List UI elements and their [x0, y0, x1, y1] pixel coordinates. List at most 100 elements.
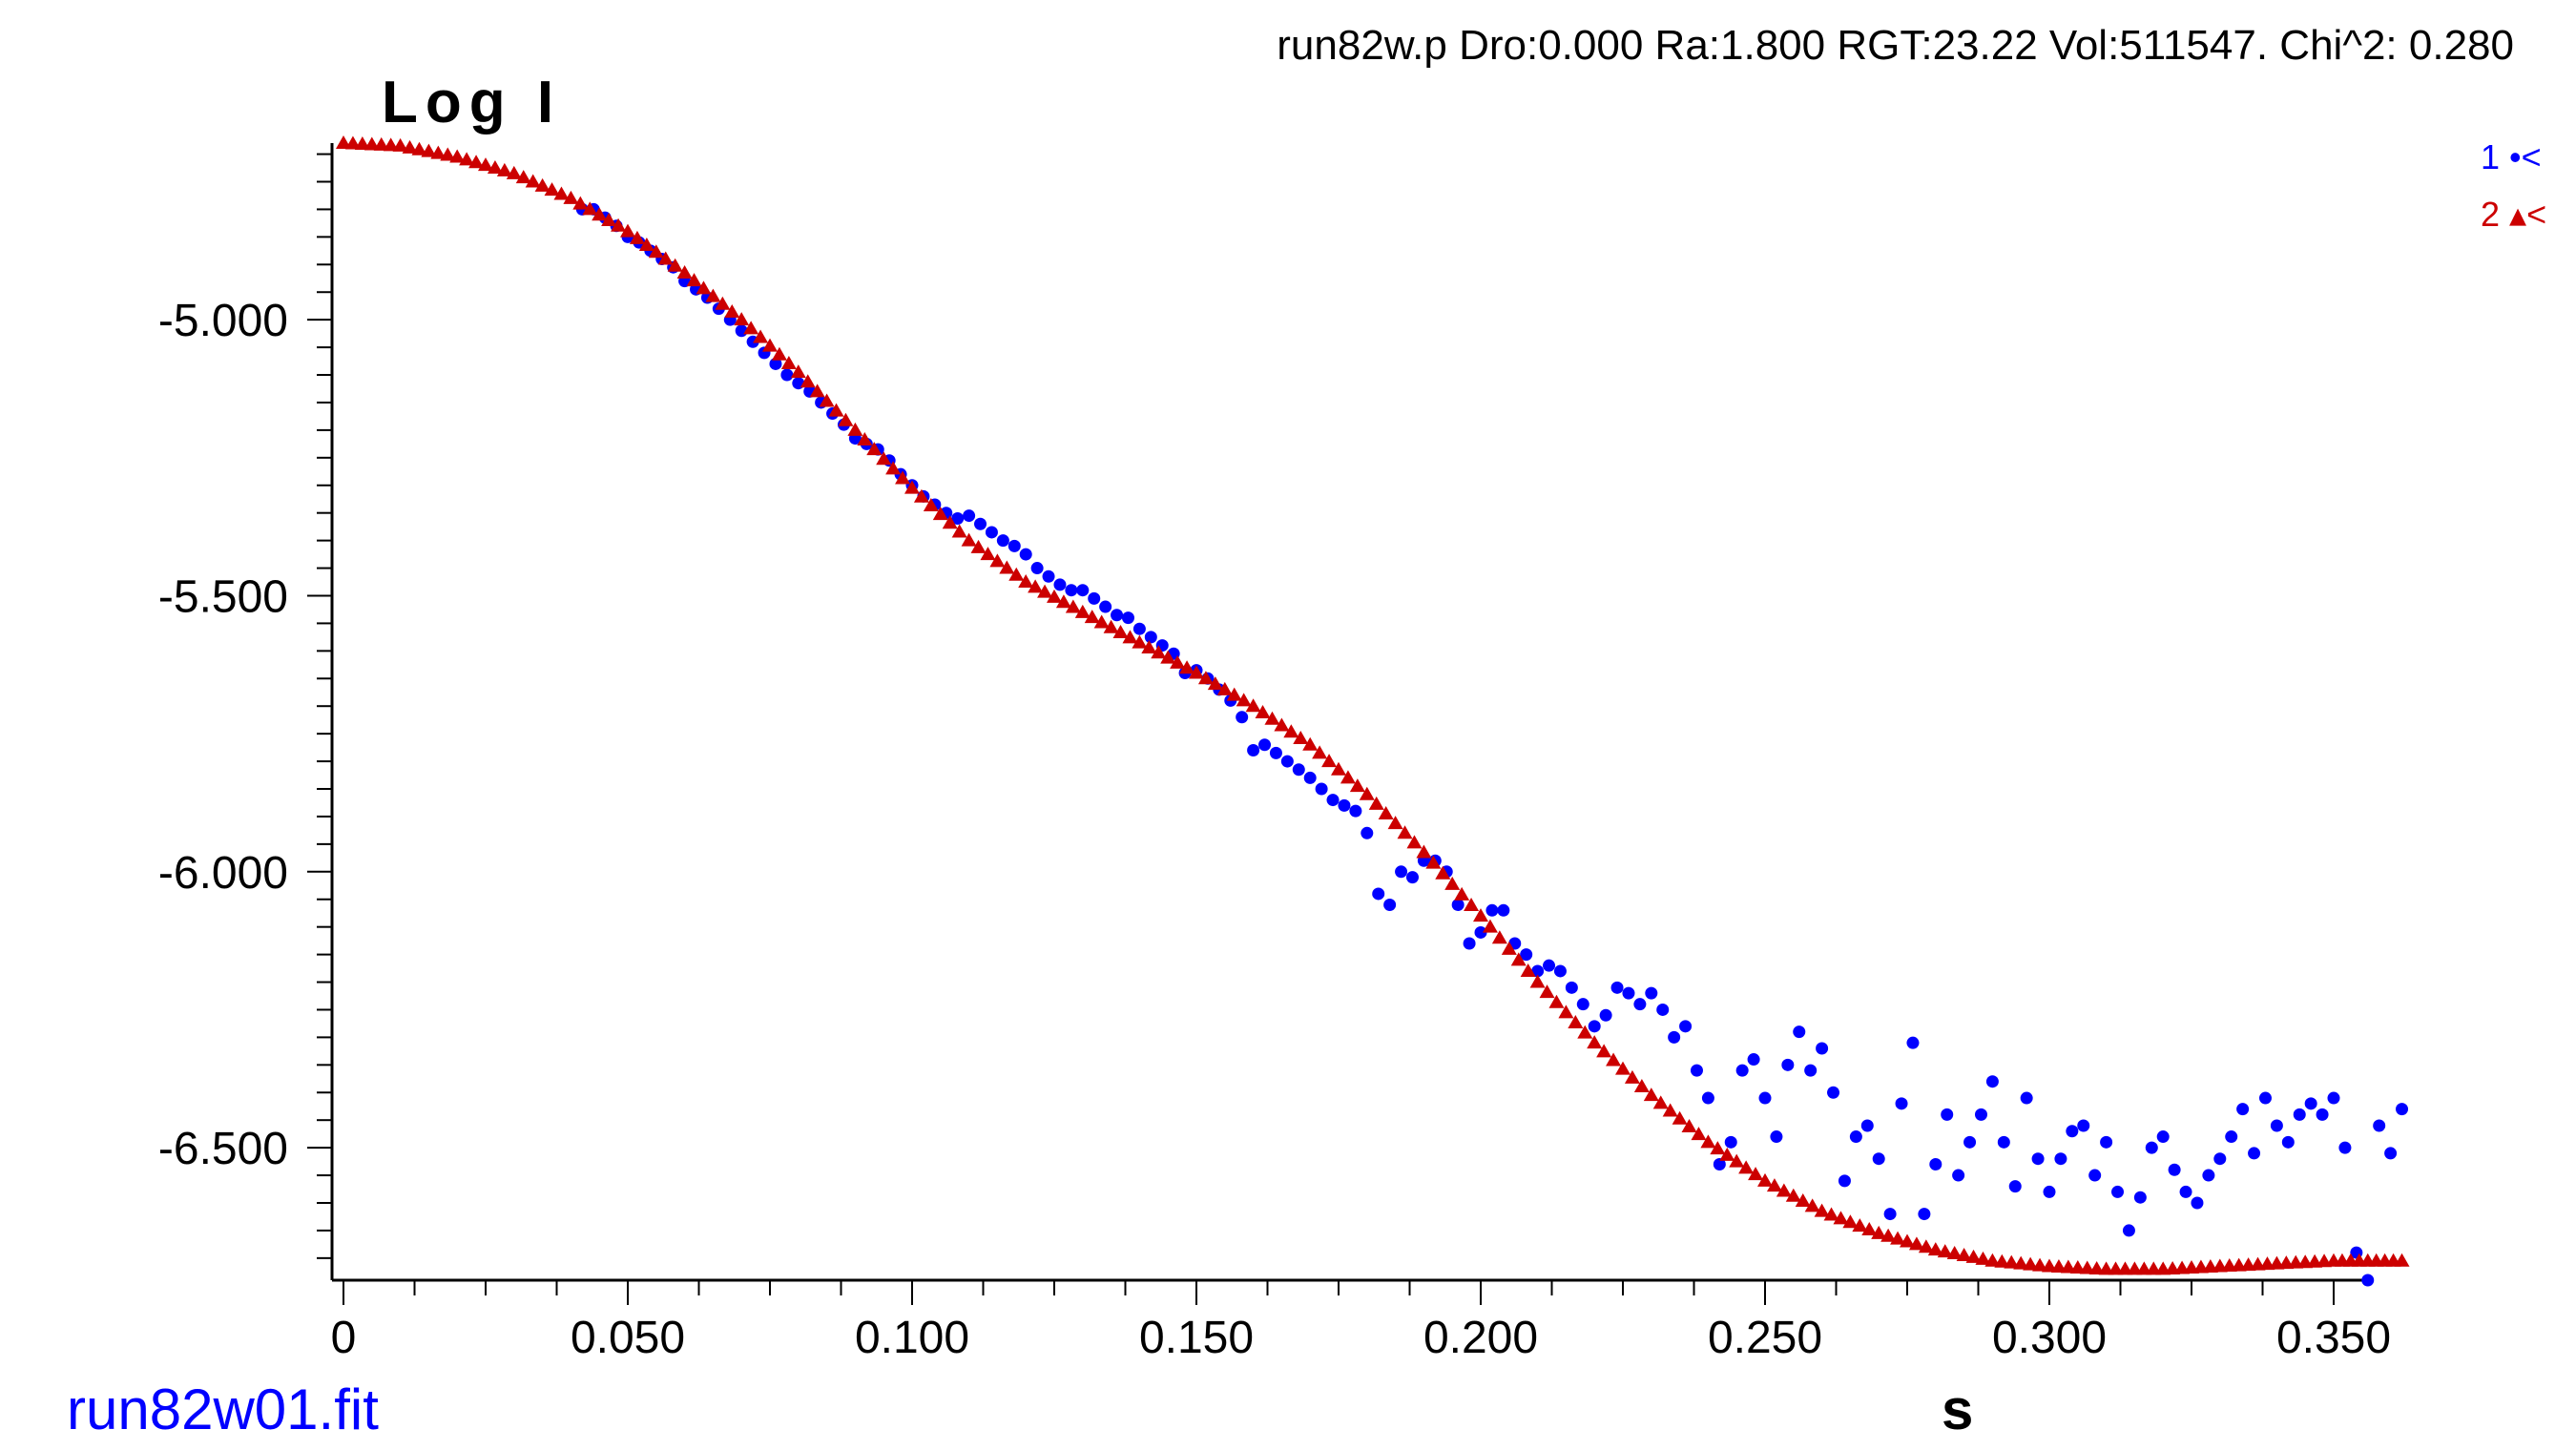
- x-tick-label: 0.050: [571, 1313, 685, 1363]
- data-point: [1565, 981, 1578, 994]
- model-point: [1425, 855, 1442, 869]
- data-point: [1849, 1130, 1862, 1144]
- model-point: [1890, 1231, 1906, 1245]
- data-point: [1576, 998, 1589, 1011]
- model-point: [1842, 1214, 1859, 1229]
- data-point: [2225, 1130, 2238, 1144]
- data-point: [2361, 1274, 2375, 1287]
- model-point: [459, 152, 475, 166]
- x-tick-label: 0.250: [1708, 1313, 1822, 1363]
- data-point: [1838, 1174, 1851, 1188]
- data-point: [1497, 903, 1510, 917]
- model-point: [1074, 604, 1091, 618]
- legend-entry-1: 1 •<: [2481, 137, 2542, 176]
- data-point: [2031, 1152, 2045, 1166]
- model-point: [629, 230, 645, 244]
- data-point: [1520, 948, 1533, 962]
- data-point: [1451, 899, 1465, 912]
- data-point: [1269, 746, 1282, 759]
- model-point: [1510, 952, 1527, 966]
- model-point: [1652, 1095, 1669, 1109]
- model-point: [1264, 711, 1280, 725]
- model-point: [1804, 1198, 1820, 1212]
- data-point: [1280, 755, 1294, 768]
- model-point: [1908, 1236, 1924, 1251]
- model-point: [1785, 1188, 1801, 1202]
- model-point: [1615, 1061, 1631, 1075]
- model-point: [544, 182, 560, 197]
- model-point: [572, 196, 589, 210]
- data-point: [1645, 986, 1658, 1000]
- x-tick-label: 0.150: [1139, 1313, 1254, 1363]
- series-2: [336, 135, 2410, 1275]
- data-point: [1338, 798, 1351, 812]
- model-point: [402, 139, 418, 154]
- model-point: [601, 213, 617, 227]
- axes: -5.000 -5.500 -6.000 -6.500 0 0.050 0.100 0.150…: [158, 143, 2391, 1363]
- model-point: [1624, 1069, 1640, 1084]
- model-point: [411, 141, 427, 155]
- model-point: [1681, 1118, 1697, 1132]
- y-tick-label: -5.000: [158, 296, 288, 346]
- model-point: [771, 346, 787, 361]
- x-tick-label: 0.300: [1992, 1313, 2107, 1363]
- x-tick-label: 0.350: [2276, 1313, 2391, 1363]
- model-point: [1055, 594, 1071, 609]
- model-point: [999, 560, 1015, 574]
- model-point: [724, 303, 740, 318]
- model-point: [1473, 908, 1488, 922]
- model-point: [885, 461, 902, 475]
- data-point: [2133, 1191, 2147, 1204]
- model-point: [667, 258, 683, 272]
- series-1: [575, 202, 2409, 1287]
- data-point: [1633, 998, 1647, 1011]
- model-point: [449, 149, 466, 163]
- fit-parameters-header: run82w.p Dro:0.000 Ra:1.800 RGT:23.22 Vo…: [1277, 22, 2514, 69]
- data-point: [2066, 1125, 2079, 1138]
- model-point: [1255, 704, 1271, 718]
- model-point: [762, 338, 778, 352]
- model-point: [895, 470, 911, 485]
- model-point: [1065, 599, 1081, 613]
- data-point: [2054, 1152, 2067, 1166]
- data-point: [1361, 826, 1374, 839]
- data-point: [1793, 1025, 1806, 1039]
- x-tick-label: 0.100: [855, 1313, 969, 1363]
- model-point: [1757, 1172, 1773, 1187]
- model-point: [1880, 1228, 1897, 1242]
- model-point: [1587, 1035, 1603, 1049]
- data-point: [996, 534, 1009, 548]
- data-point: [1019, 548, 1032, 561]
- model-point: [2013, 1255, 2029, 1270]
- data-point: [1883, 1208, 1897, 1221]
- data-point: [2008, 1180, 2022, 1193]
- model-point: [1331, 761, 1346, 776]
- model-point: [1814, 1203, 1830, 1217]
- model-point: [2394, 1253, 2410, 1267]
- data-point: [1042, 570, 1055, 583]
- data-point: [1918, 1208, 1931, 1221]
- data-point: [2338, 1141, 2352, 1154]
- data-point: [974, 517, 987, 530]
- model-point: [1179, 660, 1195, 674]
- model-point: [1577, 1025, 1593, 1039]
- model-point: [847, 422, 863, 436]
- model-point: [1018, 574, 1034, 589]
- data-point: [1622, 986, 1635, 1000]
- model-point: [1482, 919, 1498, 933]
- data-point: [1030, 562, 1044, 575]
- model-point: [1349, 778, 1365, 793]
- model-point: [676, 264, 693, 279]
- y-axis-label: Log I: [382, 70, 561, 135]
- model-point: [1321, 754, 1338, 768]
- data-point: [1144, 631, 1157, 644]
- data-point: [1872, 1152, 1885, 1166]
- data-point: [1770, 1130, 1783, 1144]
- model-point: [440, 147, 456, 161]
- model-point: [1558, 1005, 1574, 1019]
- data-point: [2156, 1130, 2170, 1144]
- fit-filename: run82w01.fit: [67, 1378, 379, 1441]
- model-point: [1606, 1052, 1622, 1067]
- model-point: [1008, 567, 1025, 581]
